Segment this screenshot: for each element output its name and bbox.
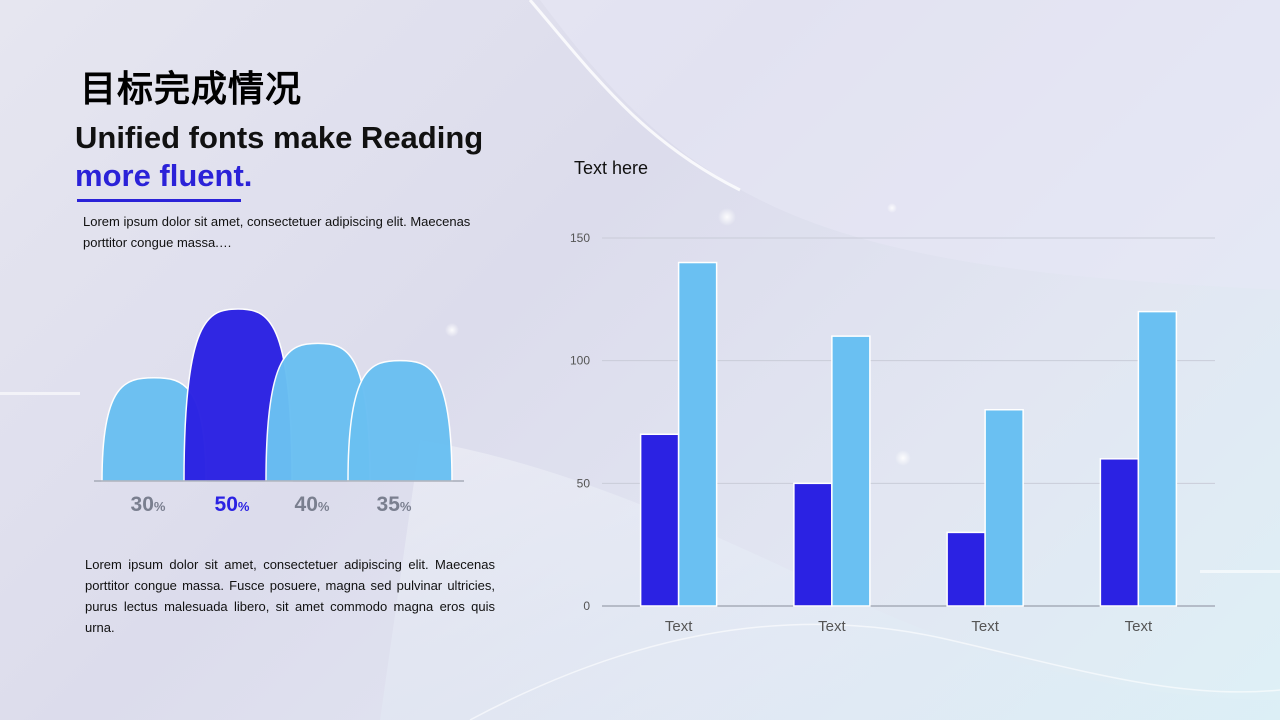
arch-label-2: 50%	[215, 493, 250, 516]
headline-underline	[77, 199, 241, 202]
bar-s2-1	[677, 261, 718, 607]
headline: Unified fonts make Reading	[75, 120, 484, 155]
arch-label-unit-4: %	[400, 499, 412, 514]
bar-s2-3	[984, 408, 1024, 607]
arch-4	[347, 359, 453, 482]
arch-chart: 30% 50% 40% 35%	[94, 308, 464, 516]
page-title: 目标完成情况	[80, 69, 303, 110]
arch-label-4: 35%	[377, 493, 412, 516]
bar-s1-4	[1099, 458, 1140, 607]
arch-label-3: 40%	[295, 493, 330, 516]
y-tick-label-3: 100	[570, 354, 590, 368]
bar-s2-2	[831, 335, 871, 607]
arch-label-unit-1: %	[154, 499, 166, 514]
arch-label-unit-3: %	[318, 499, 330, 514]
bar-chart: 0 50 100 150 Text Text Text Text	[570, 231, 1215, 635]
bar-s1-2	[793, 482, 833, 607]
y-tick-label-1: 0	[583, 599, 590, 613]
x-tick-label-1: Text	[665, 618, 693, 635]
x-tick-label-3: Text	[971, 618, 999, 635]
arch-label-1: 30%	[131, 493, 166, 516]
chart-title: Text here	[574, 158, 649, 178]
bar-s1-3	[946, 531, 986, 607]
y-tick-label-4: 150	[570, 231, 590, 245]
headline-accent: more fluent.	[75, 158, 253, 193]
intro-paragraph: Lorem ipsum dolor sit amet, consectetuer…	[83, 214, 471, 250]
y-tick-label-2: 50	[577, 476, 591, 490]
x-tick-label-4: Text	[1125, 618, 1153, 635]
bar-s1-1	[639, 433, 680, 607]
bar-s2-4	[1137, 310, 1178, 607]
body-paragraph: Lorem ipsum dolor sit amet, consectetuer…	[85, 557, 495, 635]
arch-label-unit-2: %	[238, 499, 250, 514]
x-tick-label-2: Text	[818, 618, 846, 635]
